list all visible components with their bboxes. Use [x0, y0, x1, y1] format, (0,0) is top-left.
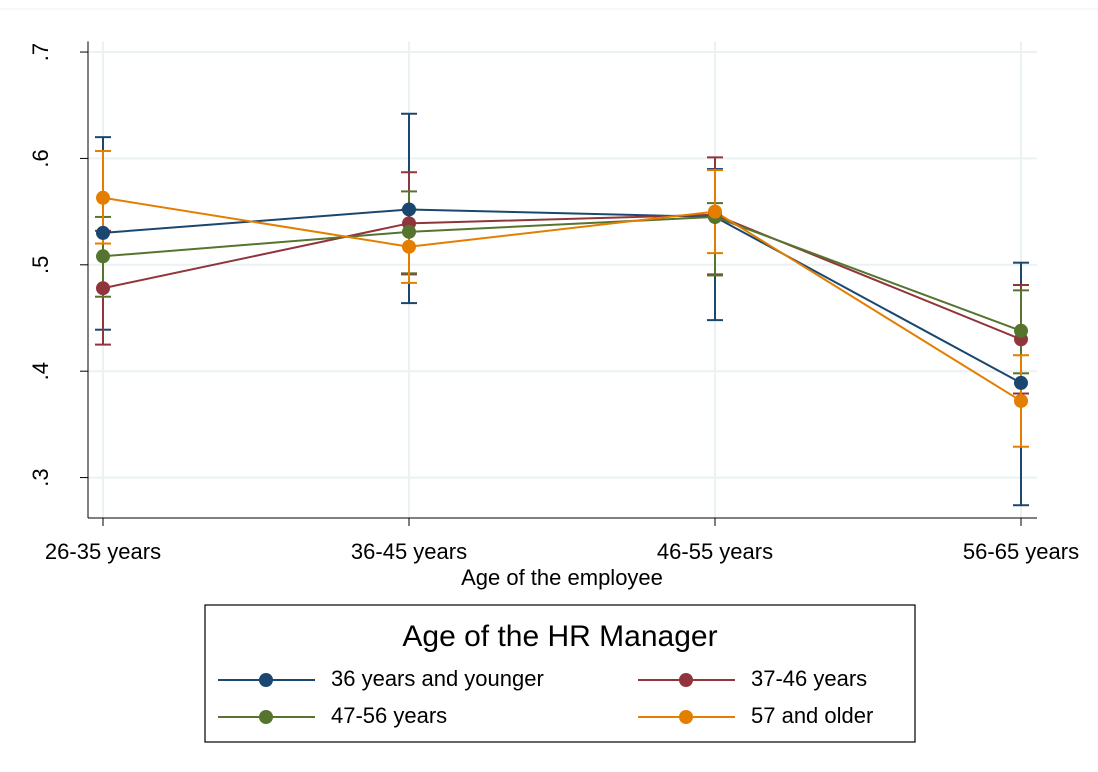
legend-marker — [259, 710, 273, 724]
legend-title: Age of the HR Manager — [402, 620, 717, 653]
point — [402, 202, 416, 217]
y-tick-label: .7 — [28, 43, 53, 61]
point — [402, 224, 416, 239]
x-tick-label: 26-35 years — [45, 539, 161, 564]
legend-label: 57 and older — [751, 703, 873, 728]
point — [1014, 323, 1028, 338]
series-line — [102, 196, 1022, 402]
point — [708, 204, 722, 219]
point — [96, 249, 110, 264]
y-tick-label: .5 — [28, 256, 53, 274]
legend-box — [204, 604, 916, 743]
legend-marker — [679, 673, 693, 687]
point — [96, 225, 110, 240]
x-axis-title: Age of the employee — [461, 565, 663, 590]
y-tick-label: .6 — [28, 149, 53, 167]
legend-label: 37-46 years — [751, 666, 867, 691]
point — [402, 239, 416, 254]
y-tick-label: .3 — [28, 468, 53, 486]
series-line — [102, 213, 1022, 341]
point — [96, 190, 110, 205]
legend-label: 36 years and younger — [331, 666, 544, 691]
x-tick-label: 36-45 years — [351, 539, 467, 564]
point — [1014, 375, 1028, 390]
legend-marker — [679, 710, 693, 724]
x-tick-label: 46-55 years — [657, 539, 773, 564]
y-tick-label: .4 — [28, 362, 53, 380]
series-line — [102, 208, 1022, 384]
series-line — [102, 215, 1022, 332]
x-tick-label: 56-65 years — [963, 539, 1079, 564]
point — [96, 281, 110, 296]
point — [1014, 393, 1028, 408]
legend-label: 47-56 years — [331, 703, 447, 728]
legend-marker — [259, 673, 273, 687]
